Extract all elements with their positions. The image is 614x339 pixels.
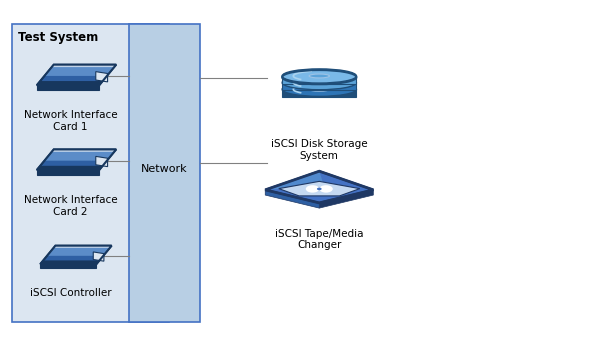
Ellipse shape [309,87,330,91]
Polygon shape [37,149,116,170]
Circle shape [317,187,322,190]
Ellipse shape [282,76,356,90]
Polygon shape [37,81,103,85]
Polygon shape [53,246,112,248]
Ellipse shape [309,81,330,85]
Text: iSCSI Tape/Media
Changer: iSCSI Tape/Media Changer [275,229,363,251]
Polygon shape [37,85,99,90]
Polygon shape [93,252,104,261]
Circle shape [306,185,319,193]
Polygon shape [52,65,116,67]
Polygon shape [47,246,112,256]
Polygon shape [37,65,116,85]
Ellipse shape [309,74,330,78]
Polygon shape [265,171,373,203]
Polygon shape [279,181,360,196]
Polygon shape [265,190,319,208]
Text: Test System: Test System [18,31,99,43]
Polygon shape [319,190,373,208]
Text: iSCSI Controller: iSCSI Controller [30,288,111,298]
Polygon shape [96,156,107,167]
Bar [282,76,356,84]
Text: Network Interface
Card 1: Network Interface Card 1 [24,110,117,132]
Polygon shape [37,166,103,170]
Ellipse shape [282,82,356,96]
Circle shape [319,185,333,193]
FancyBboxPatch shape [129,24,200,322]
Polygon shape [37,170,99,175]
Ellipse shape [282,69,356,83]
FancyBboxPatch shape [12,24,169,322]
Bar [282,89,356,97]
Text: Network Interface
Card 2: Network Interface Card 2 [24,195,117,217]
Polygon shape [41,246,112,264]
Text: iSCSI Disk Storage
System: iSCSI Disk Storage System [271,139,368,161]
Polygon shape [265,171,325,190]
Polygon shape [41,264,96,268]
Polygon shape [41,260,99,264]
Text: Network: Network [141,164,187,175]
Bar [282,83,356,91]
Polygon shape [44,65,116,76]
Polygon shape [44,149,116,161]
Polygon shape [96,72,107,82]
Polygon shape [52,149,116,152]
